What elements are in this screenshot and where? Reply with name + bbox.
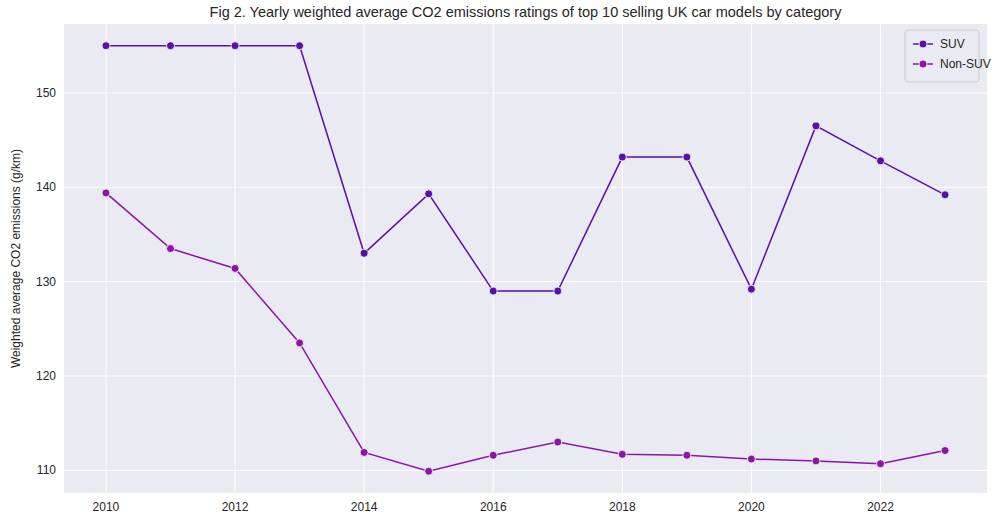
tick-label: 2010 [93,500,120,514]
grid-line [493,24,494,493]
grid-line [105,24,106,493]
tick-label: 140 [36,180,56,194]
point [167,42,175,50]
point [296,42,304,50]
grid-line [751,24,752,493]
point [747,285,755,293]
grid-line [235,24,236,493]
tick-label: 2020 [738,500,765,514]
grid-line [880,24,881,493]
point [554,287,562,295]
point [618,153,626,161]
legend-label: Non-SUV [940,57,991,71]
grid-line [364,24,365,493]
point [489,451,497,459]
point [231,42,239,50]
axis-label: Weighted average CO2 emissions (g/km) [9,149,23,368]
legend-marker [919,40,927,48]
grid-line [64,375,987,376]
point [877,157,885,165]
point [425,467,433,475]
point [102,189,110,197]
grid-line [64,92,987,93]
grid-line [64,187,987,188]
tick-label: 150 [36,86,56,100]
point [296,339,304,347]
point [812,122,820,130]
point [489,287,497,295]
point [360,249,368,257]
line [106,46,945,291]
point [747,455,755,463]
point [554,438,562,446]
tick-label: 120 [36,369,56,383]
point [683,451,691,459]
point [102,42,110,50]
grid-line [64,281,987,282]
tick-label: 2014 [351,500,378,514]
tick-label: 2012 [222,500,249,514]
title: Fig 2. Yearly weighted average CO2 emiss… [210,4,843,20]
grid-line [622,24,623,493]
tick-label: 2022 [867,500,894,514]
data-group [102,42,949,476]
grid-line [64,470,987,471]
legend-marker [919,60,927,68]
plot-area [64,24,987,493]
chart: 110 120 130 140 150 2010 2012 2014 2016 2018 2020 2… [0,0,1002,526]
point [231,264,239,272]
tick-label: 110 [37,463,56,477]
tick-label: 130 [36,275,56,289]
point [425,190,433,198]
line [106,193,945,471]
point [877,460,885,468]
point [360,448,368,456]
point [683,153,691,161]
legend-label: SUV [940,37,965,51]
legend-box [905,30,979,82]
legend: SUV Non-SUV [905,30,991,82]
tick-label: 2016 [480,500,507,514]
tick-label: 2018 [609,500,636,514]
point [618,450,626,458]
point [812,457,820,465]
point [941,191,949,199]
point [167,245,175,253]
point [941,447,949,455]
